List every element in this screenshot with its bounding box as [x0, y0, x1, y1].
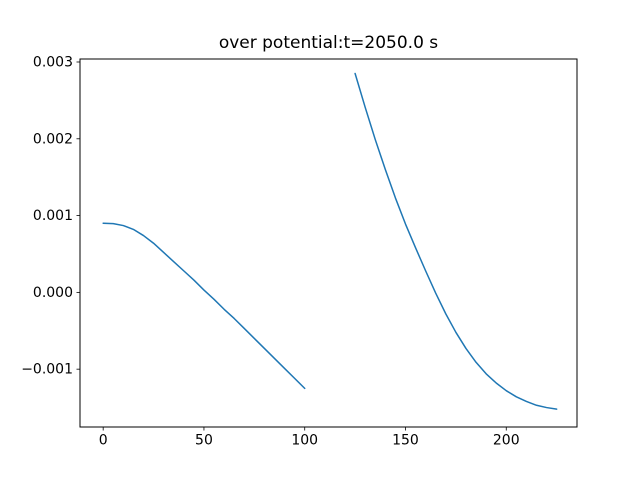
series-line-left-segment: [102, 222, 306, 390]
series-line-right-segment: [354, 72, 558, 410]
x-tick-label: 150: [392, 433, 419, 449]
x-tick-label: 100: [291, 433, 318, 449]
y-tick-label: −0.001: [21, 362, 73, 378]
y-tick-label: 0.000: [33, 285, 73, 301]
y-tick-label: 0.002: [33, 131, 73, 147]
axes-spines: [79, 58, 578, 428]
x-tick-label: 200: [493, 433, 520, 449]
y-tick-label: 0.001: [33, 208, 73, 224]
chart-title: over potential:t=2050.0 s: [218, 33, 439, 53]
y-tick-label: 0.003: [33, 54, 73, 70]
x-tick-label: 0: [99, 433, 108, 449]
x-tick-label: 50: [195, 433, 213, 449]
